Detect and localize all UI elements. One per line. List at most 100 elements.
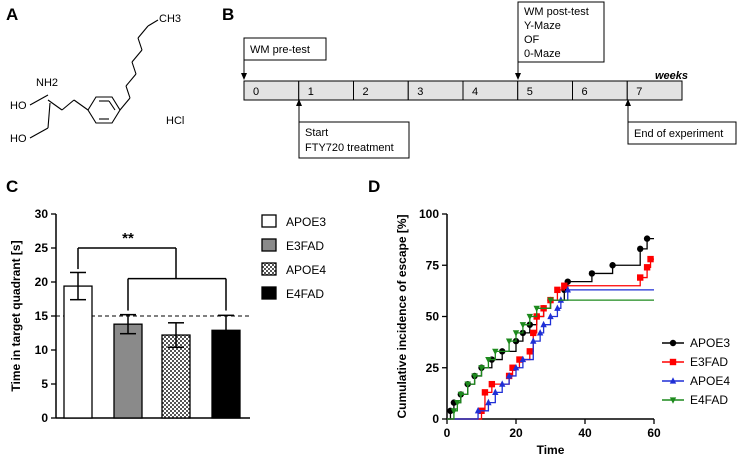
marker-triangle-up	[485, 398, 492, 406]
y-tick-label: 30	[35, 207, 49, 221]
panel-d: D 0 25 50 75 100 0 20 40 60 Time Cumulative incide…	[368, 177, 730, 457]
marker-triangle-down	[450, 408, 458, 415]
marker-triangle-up	[554, 304, 561, 311]
series-apoe3	[447, 235, 654, 420]
series-line	[447, 237, 654, 420]
y-tick-label: 15	[35, 309, 49, 323]
timeline-week-label: 4	[472, 86, 478, 98]
marker-square	[637, 274, 644, 281]
weeks-label: weeks	[655, 70, 688, 82]
panel-c: C 0 5 10 15 20 25 30 Time in target quadrant [s…	[6, 177, 326, 425]
marker-square	[669, 358, 677, 366]
posttest-arrowhead	[515, 73, 521, 80]
marker-triangle-up	[536, 329, 544, 336]
timeline-week-label: 3	[417, 86, 423, 98]
series-line	[447, 289, 654, 420]
legend-label: E4FAD	[286, 287, 324, 301]
end-label: End of experiment	[634, 128, 723, 140]
salt-label: HCl	[166, 115, 184, 127]
posttest-line-2: Y-Maze	[524, 20, 561, 32]
marker-triangle-down	[464, 381, 471, 388]
legend-label: E4FAD	[690, 393, 728, 407]
bar-e3fad	[113, 323, 143, 419]
y-axis-label: Time in target quadrant [s]	[9, 240, 23, 391]
legend-label: APOE3	[286, 215, 326, 229]
series-line	[447, 258, 654, 420]
y-axis-label: Cumulative incidence of escape [%]	[395, 214, 409, 418]
legend-label: E3FAD	[286, 239, 324, 253]
legend-swatch	[261, 214, 277, 228]
methyl-label: CH3	[159, 13, 181, 25]
series-e3fad	[447, 255, 654, 420]
hydroxyl-label-bottom: HO	[10, 133, 27, 145]
marker-square	[647, 255, 654, 263]
legend-swatch	[261, 238, 277, 252]
marker-square	[481, 389, 489, 396]
pretest-arrowhead	[241, 73, 247, 80]
legend-label: APOE4	[690, 374, 730, 388]
marker-square	[554, 286, 561, 294]
bar-apoe4	[161, 334, 191, 419]
marker-square	[516, 356, 523, 363]
panel-label-b: B	[222, 5, 234, 24]
panel-b: B 0 1 2 3 4 5 6 7 weeks WM pre-test WM post-tes…	[222, 1, 737, 159]
y-tick-label: 100	[419, 207, 439, 221]
y-tick-label: 0	[432, 412, 439, 426]
x-tick-label: 0	[444, 426, 451, 440]
bar-legend: APOE3 E3FAD APOE4 E4FAD	[261, 214, 326, 301]
start-line-2: FTY720 treatment	[305, 142, 394, 154]
marker-circle	[637, 245, 644, 253]
marker-triangle-down	[492, 348, 499, 356]
legend-swatch	[261, 286, 277, 300]
marker-circle	[643, 235, 651, 242]
posttest-box	[517, 1, 605, 63]
marker-square	[530, 329, 537, 337]
line-chart: 0 25 50 75 100 0 20 40 60 Time Cumulative incidenc…	[395, 207, 661, 457]
marker-triangle-down	[533, 305, 540, 313]
x-tick-label: 60	[647, 426, 661, 440]
marker-square	[509, 364, 516, 371]
marker-triangle-up	[492, 388, 499, 395]
marker-triangle-up	[512, 363, 520, 371]
panel-label-c: C	[6, 177, 18, 196]
end-box	[627, 121, 737, 145]
bar-chart: 0 5 10 15 20 25 30 Time in target quadrant [s] *…	[9, 207, 250, 425]
y-tick-label: 50	[426, 310, 440, 324]
legend-swatch	[261, 262, 277, 276]
timeline-week-label: 6	[582, 86, 588, 98]
marker-circle	[588, 270, 596, 277]
legend-label: APOE4	[286, 263, 326, 277]
marker-square	[561, 282, 568, 289]
start-line-1: Start	[305, 127, 328, 139]
x-axis-label: Time	[537, 443, 565, 457]
marker-triangle-up	[519, 355, 527, 363]
timeline-week-label: 7	[636, 86, 642, 98]
marker-triangle-down	[512, 330, 520, 337]
x-tick-label: 40	[578, 426, 592, 440]
marker-triangle-up	[669, 377, 677, 384]
hydroxyl-label-top: HO	[10, 100, 27, 112]
panel-a: A CH3 NH2 HO HO	[6, 5, 184, 145]
y-tick-label: 75	[426, 258, 440, 272]
start-arrowhead	[296, 99, 302, 106]
chemical-structure	[29, 19, 159, 139]
y-tick-label: 20	[35, 275, 49, 289]
marker-triangle-down	[519, 322, 527, 329]
marker-triangle-down	[454, 400, 461, 407]
y-tick-label: 25	[35, 241, 49, 255]
marker-triangle-up	[547, 312, 554, 320]
posttest-line-4: 0-Maze	[524, 48, 561, 60]
pretest-label: WM pre-test	[250, 44, 310, 56]
panel-label-a: A	[6, 5, 18, 24]
timeline-bar: 0 1 2 3 4 5 6 7	[243, 80, 683, 101]
series-e4fad	[447, 297, 654, 420]
marker-triangle-down	[485, 356, 492, 364]
timeline-week-label: 5	[527, 86, 533, 98]
marker-triangle-down	[547, 297, 554, 304]
panel-label-d: D	[368, 177, 380, 196]
bar-apoe3	[63, 285, 93, 419]
marker-triangle-up	[540, 320, 547, 328]
posttest-line-3: OF	[524, 34, 540, 46]
x-tick-label: 20	[509, 426, 523, 440]
